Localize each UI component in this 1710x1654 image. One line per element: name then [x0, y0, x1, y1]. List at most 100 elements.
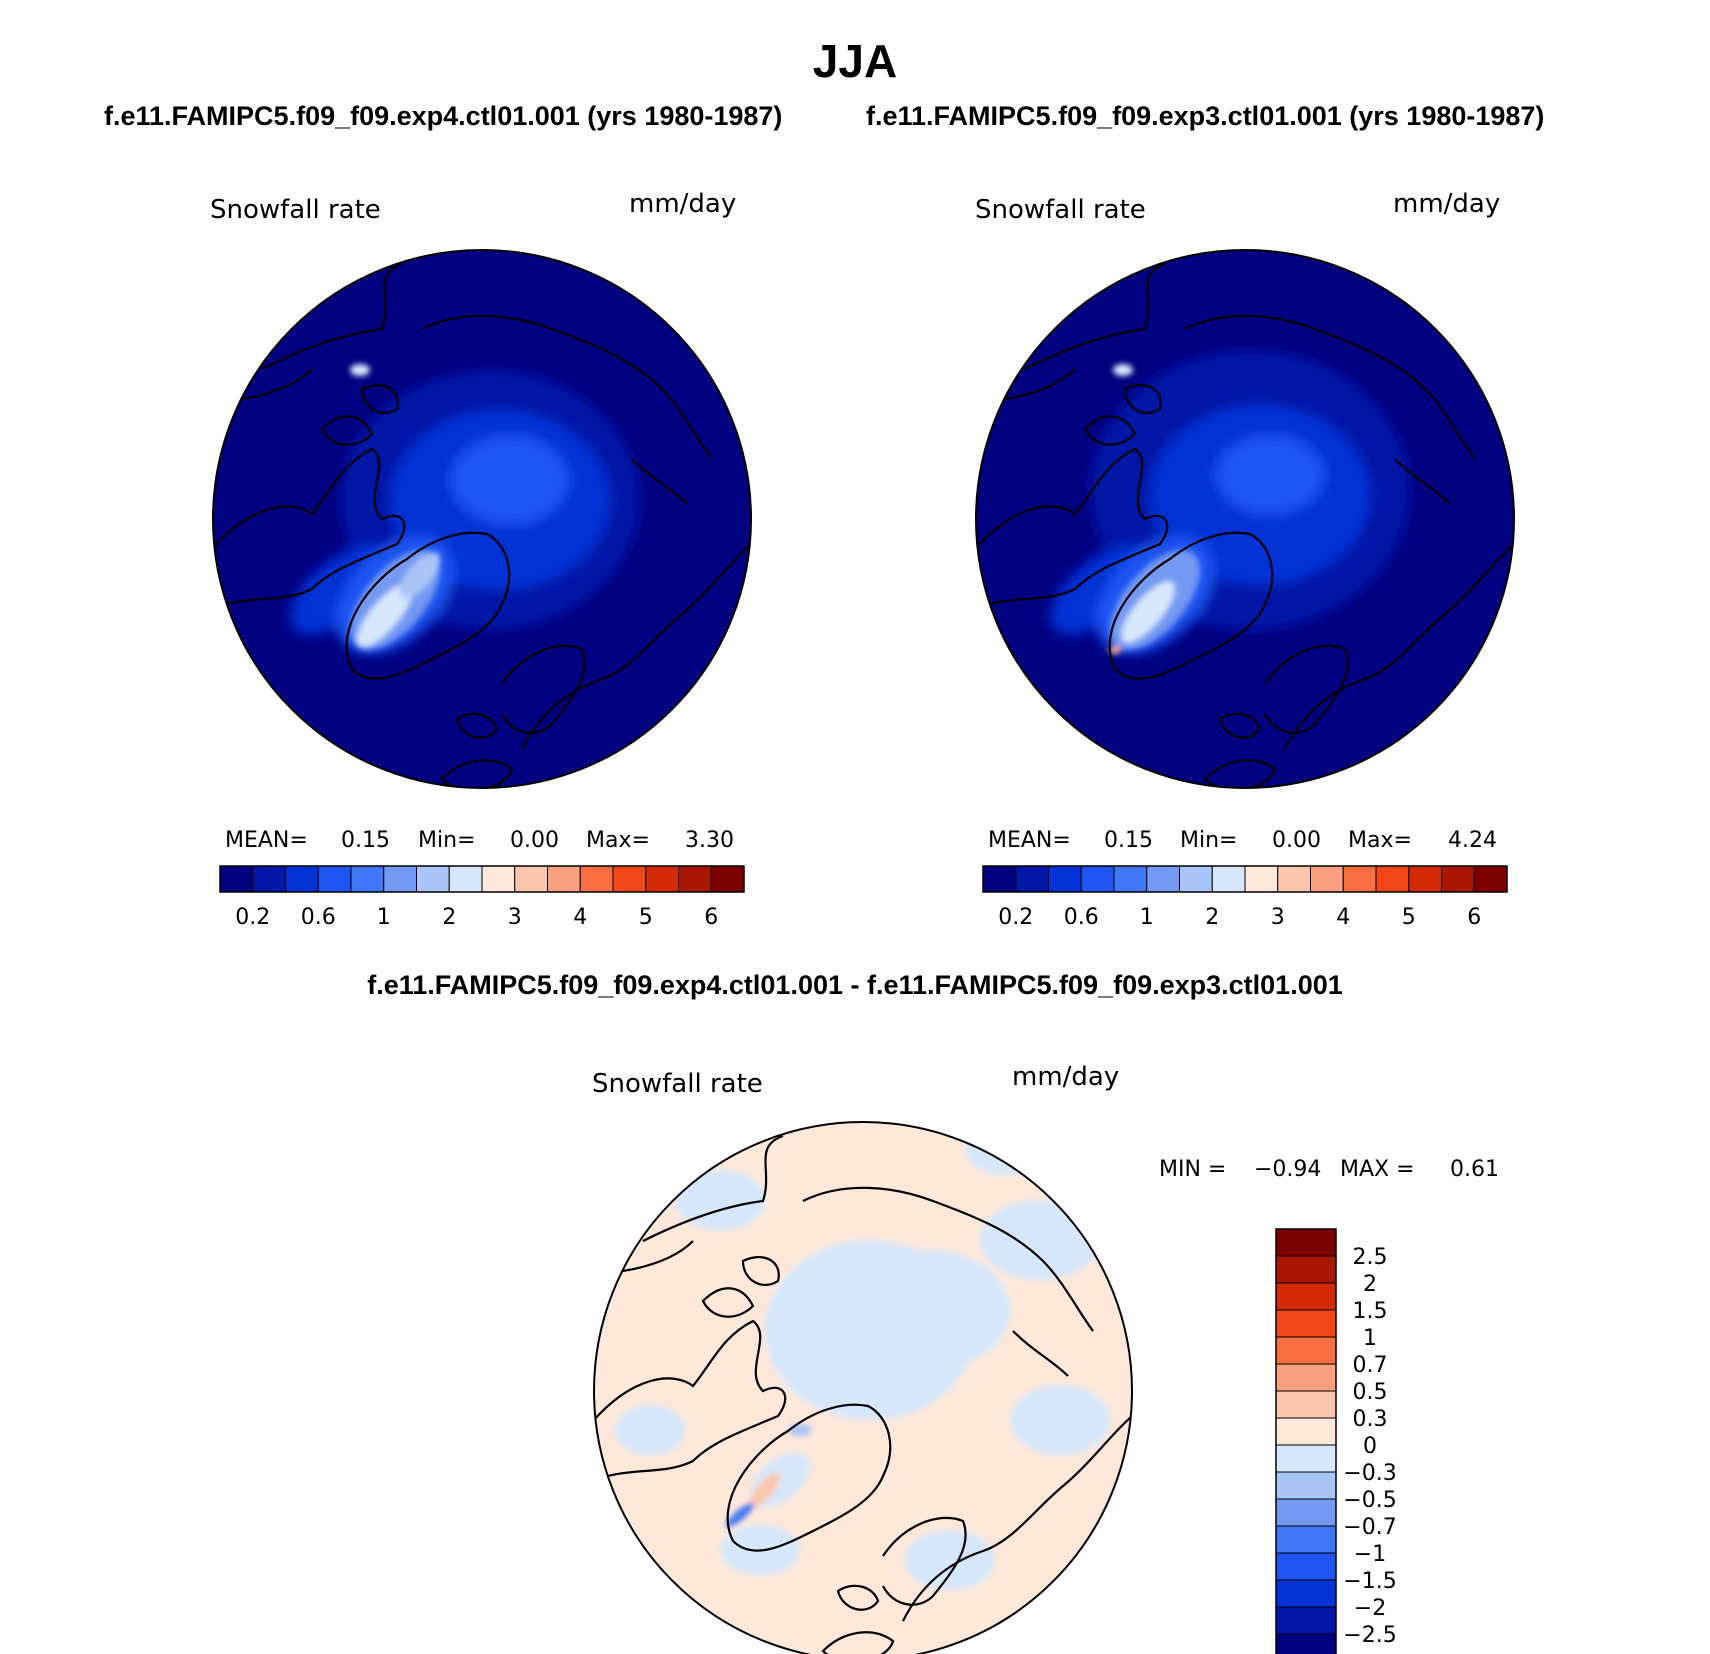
- colorbar-1-frame: [219, 865, 745, 893]
- colorbar-difference-swatch: [1275, 1228, 1337, 1257]
- panel1-min-value: 0.00: [510, 828, 559, 853]
- colorbar-difference-tick-label: −1: [1354, 1542, 1386, 1567]
- colorbar-difference-swatch: [1275, 1498, 1337, 1527]
- diff-title: f.e11.FAMIPC5.f09_f09.exp4.ctl01.001 - f…: [367, 970, 1343, 1000]
- colorbar-2-swatch: [1441, 865, 1475, 893]
- panel2-units-label: mm/day: [1393, 189, 1501, 219]
- colorbar-difference-tick-label: −1.5: [1343, 1569, 1396, 1594]
- colorbar-difference-tick-label: −0.7: [1343, 1515, 1396, 1540]
- colorbar-difference-tick-label: 1.5: [1353, 1299, 1388, 1324]
- diff-units-label: mm/day: [1012, 1062, 1120, 1092]
- panel2-min-label: Min=: [1180, 828, 1238, 853]
- panel1-variable-label: Snowfall rate: [210, 195, 381, 225]
- colorbar-1-tick-label: 1: [377, 905, 391, 930]
- colorbar-2-swatch: [1048, 865, 1082, 893]
- colorbar-1-swatch: [350, 865, 385, 893]
- panel1-mean-value: 0.15: [341, 828, 390, 853]
- colorbar-2-swatch: [1473, 865, 1508, 893]
- case1-title: f.e11.FAMIPC5.f09_f09.exp4.ctl01.001 (yr…: [104, 101, 783, 131]
- colorbar-1-tick-label: 0.2: [235, 905, 270, 930]
- colorbar-1-swatch: [383, 865, 417, 893]
- colorbar-2-tick-label: 0.6: [1064, 905, 1099, 930]
- colorbar-2-swatch: [1146, 865, 1180, 893]
- colorbar-difference-tick-label: 2.5: [1353, 1245, 1388, 1270]
- colorbar-2-frame: [982, 865, 1508, 893]
- colorbar-difference-tick-label: 0.7: [1353, 1353, 1388, 1378]
- colorbar-2-swatch: [1408, 865, 1442, 893]
- colorbar-1-swatch: [645, 865, 679, 893]
- colorbar-2-tick-label: 4: [1336, 905, 1350, 930]
- colorbar-2-tick-label: 0.2: [998, 905, 1033, 930]
- colorbar-1-swatch: [317, 865, 352, 893]
- colorbar-1-tick-label: 3: [508, 905, 522, 930]
- colorbar-difference-swatch: [1275, 1255, 1337, 1284]
- colorbar-1-swatch: [219, 865, 254, 893]
- colorbar-difference-swatch: [1275, 1390, 1337, 1419]
- colorbar-difference-tick-label: −0.5: [1343, 1488, 1396, 1513]
- panel1-units-label: mm/day: [629, 189, 737, 219]
- case2-title: f.e11.FAMIPC5.f09_f09.exp3.ctl01.001 (yr…: [866, 101, 1545, 131]
- colorbar-1-tick-label: 5: [639, 905, 653, 930]
- diff-max-value: 0.61: [1450, 1157, 1499, 1182]
- colorbar-2-tick-label: 2: [1205, 905, 1219, 930]
- diff-max-label: MAX =: [1340, 1157, 1415, 1182]
- colorbar-difference-swatch: [1275, 1363, 1337, 1392]
- colorbar-difference-swatch: [1275, 1309, 1337, 1338]
- colorbar-difference-swatch: [1275, 1552, 1337, 1581]
- panel1-max-value: 3.30: [685, 828, 734, 853]
- panel2-max-value: 4.24: [1448, 828, 1497, 853]
- colorbar-difference-swatch: [1275, 1606, 1337, 1635]
- panel1-max-label: Max=: [586, 828, 650, 853]
- colorbar-1-tick-label: 6: [704, 905, 718, 930]
- colorbar-2-swatch: [982, 865, 1017, 893]
- colorbar-2-swatch: [1375, 865, 1410, 893]
- colorbar-2-swatch: [1179, 865, 1213, 893]
- colorbar-2-swatch: [1310, 865, 1344, 893]
- colorbar-2-tick-label: 1: [1140, 905, 1154, 930]
- colorbar-difference-tick-label: 0: [1363, 1434, 1377, 1459]
- colorbar-difference: −2.5−2−1.5−1−0.7−0.5−0.300.30.50.711.522…: [1275, 1228, 1397, 1654]
- colorbar-2-swatch: [1015, 865, 1049, 893]
- panel1-mean-label: MEAN=: [225, 828, 308, 853]
- colorbar-difference-swatch: [1275, 1444, 1337, 1473]
- colorbar-difference-swatch: [1275, 1417, 1337, 1446]
- colorbar-difference-swatch: [1275, 1633, 1337, 1654]
- colorbar-1-swatch: [547, 865, 581, 893]
- main-title: JJA: [812, 35, 898, 87]
- colorbar-difference-swatch: [1275, 1282, 1337, 1311]
- colorbar-difference-tick-label: −0.3: [1343, 1461, 1396, 1486]
- map3-difference: [593, 1121, 1133, 1654]
- colorbar-difference-swatch: [1275, 1336, 1337, 1365]
- colorbar-difference-frame: [1275, 1228, 1337, 1654]
- colorbar-2: 0.2 0.6 1 2 3 4 5 6: [982, 865, 1508, 930]
- colorbar-difference-tick-label: −2.5: [1343, 1623, 1396, 1648]
- colorbar-difference-swatch: [1275, 1471, 1337, 1500]
- panel2-variable-label: Snowfall rate: [975, 195, 1146, 225]
- map1: [212, 249, 752, 789]
- colorbar-2-tick-label: 3: [1271, 905, 1285, 930]
- colorbar-2-tick-label: 5: [1402, 905, 1416, 930]
- colorbar-2-swatch: [1342, 865, 1377, 893]
- colorbar-difference-swatch: [1275, 1579, 1337, 1608]
- panel2-mean-label: MEAN=: [988, 828, 1071, 853]
- colorbar-1: 0.2 0.6 1 2 3 4 5 6: [219, 865, 745, 930]
- colorbar-1-swatch: [514, 865, 548, 893]
- diff-min-value: −0.94: [1254, 1157, 1322, 1182]
- colorbar-difference-tick-label: 0.5: [1353, 1380, 1388, 1405]
- map2: [975, 249, 1515, 789]
- colorbar-2-swatch: [1244, 865, 1279, 893]
- colorbar-2-swatch: [1211, 865, 1246, 893]
- colorbar-1-swatch: [579, 865, 614, 893]
- colorbar-2-swatch: [1080, 865, 1115, 893]
- colorbar-2-swatch: [1277, 865, 1311, 893]
- colorbar-1-swatch: [678, 865, 712, 893]
- colorbar-1-swatch: [252, 865, 286, 893]
- colorbar-1-swatch: [710, 865, 745, 893]
- colorbar-difference-tick-label: −2: [1354, 1596, 1386, 1621]
- colorbar-1-tick-label: 2: [442, 905, 456, 930]
- colorbar-difference-tick-label: 2: [1363, 1272, 1377, 1297]
- diff-variable-label: Snowfall rate: [592, 1069, 763, 1099]
- panel2-mean-value: 0.15: [1104, 828, 1153, 853]
- colorbar-difference-swatch: [1275, 1525, 1337, 1554]
